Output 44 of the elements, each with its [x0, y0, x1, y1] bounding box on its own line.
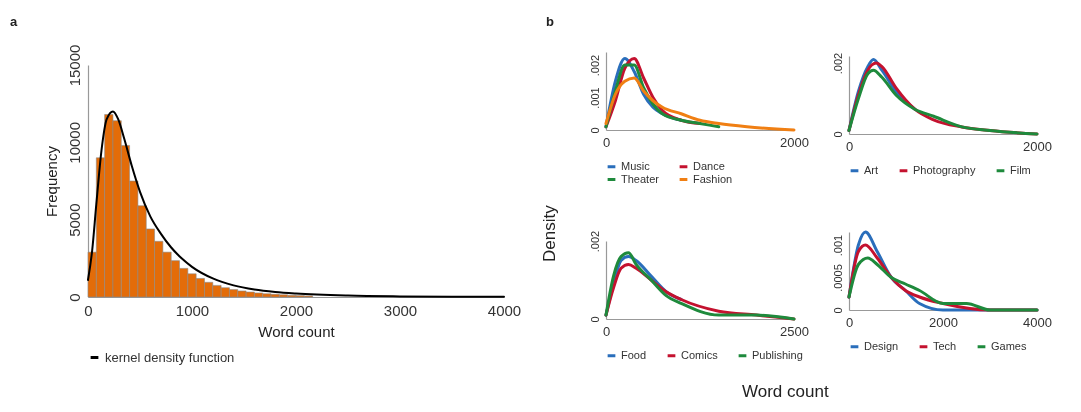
x-tick-label: 0: [845, 138, 854, 154]
x-tick-label: 2000: [780, 134, 809, 150]
legend-label: Food: [621, 348, 647, 361]
y-tick-label: 5000: [65, 203, 83, 237]
y-tick-label: .002: [588, 54, 601, 77]
y-tick-label: .001: [588, 87, 601, 109]
legend-label: Comics: [681, 348, 719, 361]
legend-label: kernel density function: [105, 349, 235, 365]
legend-label: Music: [621, 159, 651, 172]
y-tick-label: 0: [588, 127, 601, 134]
y-tick-label: .002: [831, 52, 844, 75]
x-tick-label: 4000: [1023, 314, 1052, 330]
x-tick-label: 0: [602, 323, 611, 339]
x-tick-label: 0: [845, 314, 854, 330]
x-tick-label: 2500: [780, 323, 809, 339]
x-axis-title: Word count: [258, 322, 336, 340]
x-tick-label: 1000: [175, 301, 210, 319]
y-axis-title: Frequency: [42, 145, 60, 217]
text: a: [10, 14, 18, 29]
x-tick-label: 2000: [279, 301, 314, 319]
x-axis-title: Word count: [742, 382, 829, 402]
y-axis-title: Density: [540, 205, 560, 262]
y-tick-label: 0: [65, 293, 83, 302]
y-tick-label: 10000: [65, 121, 83, 164]
legend-label: Art: [864, 163, 879, 176]
y-tick-label: .0005: [831, 264, 844, 292]
legend-label: Games: [991, 339, 1027, 352]
legend-label: Dance: [693, 159, 725, 172]
legend-label: Tech: [933, 339, 957, 352]
x-tick-label: 2000: [1023, 138, 1052, 154]
legend-label: Film: [1010, 163, 1031, 176]
legend-label: Photography: [913, 163, 976, 176]
legend-label: Publishing: [752, 348, 803, 361]
x-tick-label: 4000: [487, 301, 522, 319]
y-tick-label: .001: [831, 234, 844, 257]
legend-label: Fashion: [693, 172, 733, 185]
y-tick-label: 15000: [65, 44, 83, 87]
legend-label: Theater: [621, 172, 660, 185]
x-tick-label: 3000: [383, 301, 418, 319]
x-tick-label: 0: [602, 134, 611, 150]
text: b: [546, 14, 554, 29]
legend-label: Design: [864, 339, 899, 352]
x-tick-label: 2000: [929, 314, 958, 330]
y-tick-label: .002: [588, 230, 601, 253]
